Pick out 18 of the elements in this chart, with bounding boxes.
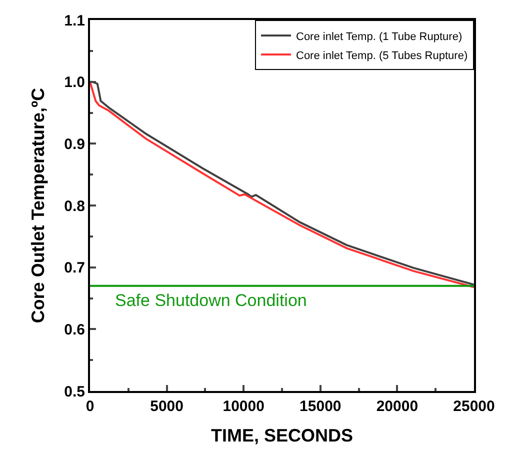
y-tick-label: 0.6 <box>64 321 85 338</box>
legend-label: Core inlet Temp. (1 Tube Rupture) <box>296 30 462 43</box>
legend-label: Core inlet Temp. (5 Tubes Rupture) <box>296 50 468 62</box>
x-axis-title: TIME, SECONDS <box>210 426 354 446</box>
y-tick-label: 1.1 <box>64 12 85 30</box>
y-tick-label: 0.8 <box>64 198 85 215</box>
y-tick-label: 0.5 <box>64 383 85 400</box>
y-axis-title: Core Outlet Temperature,ºC <box>28 88 48 324</box>
y-tick-label: 0.9 <box>64 136 85 153</box>
y-tick-label: 0.7 <box>64 260 85 277</box>
x-tick-label: 15000 <box>300 398 342 415</box>
x-tick-label: 20000 <box>376 398 418 415</box>
x-tick-label: 25000 <box>453 398 495 415</box>
x-tick-label: 10000 <box>222 398 264 415</box>
ref-line-label: Safe Shutdown Condition <box>115 291 307 310</box>
x-tick-label: 5000 <box>150 398 184 415</box>
y-tick-label: 1.0 <box>64 74 85 92</box>
x-tick-label: 0 <box>86 398 94 415</box>
